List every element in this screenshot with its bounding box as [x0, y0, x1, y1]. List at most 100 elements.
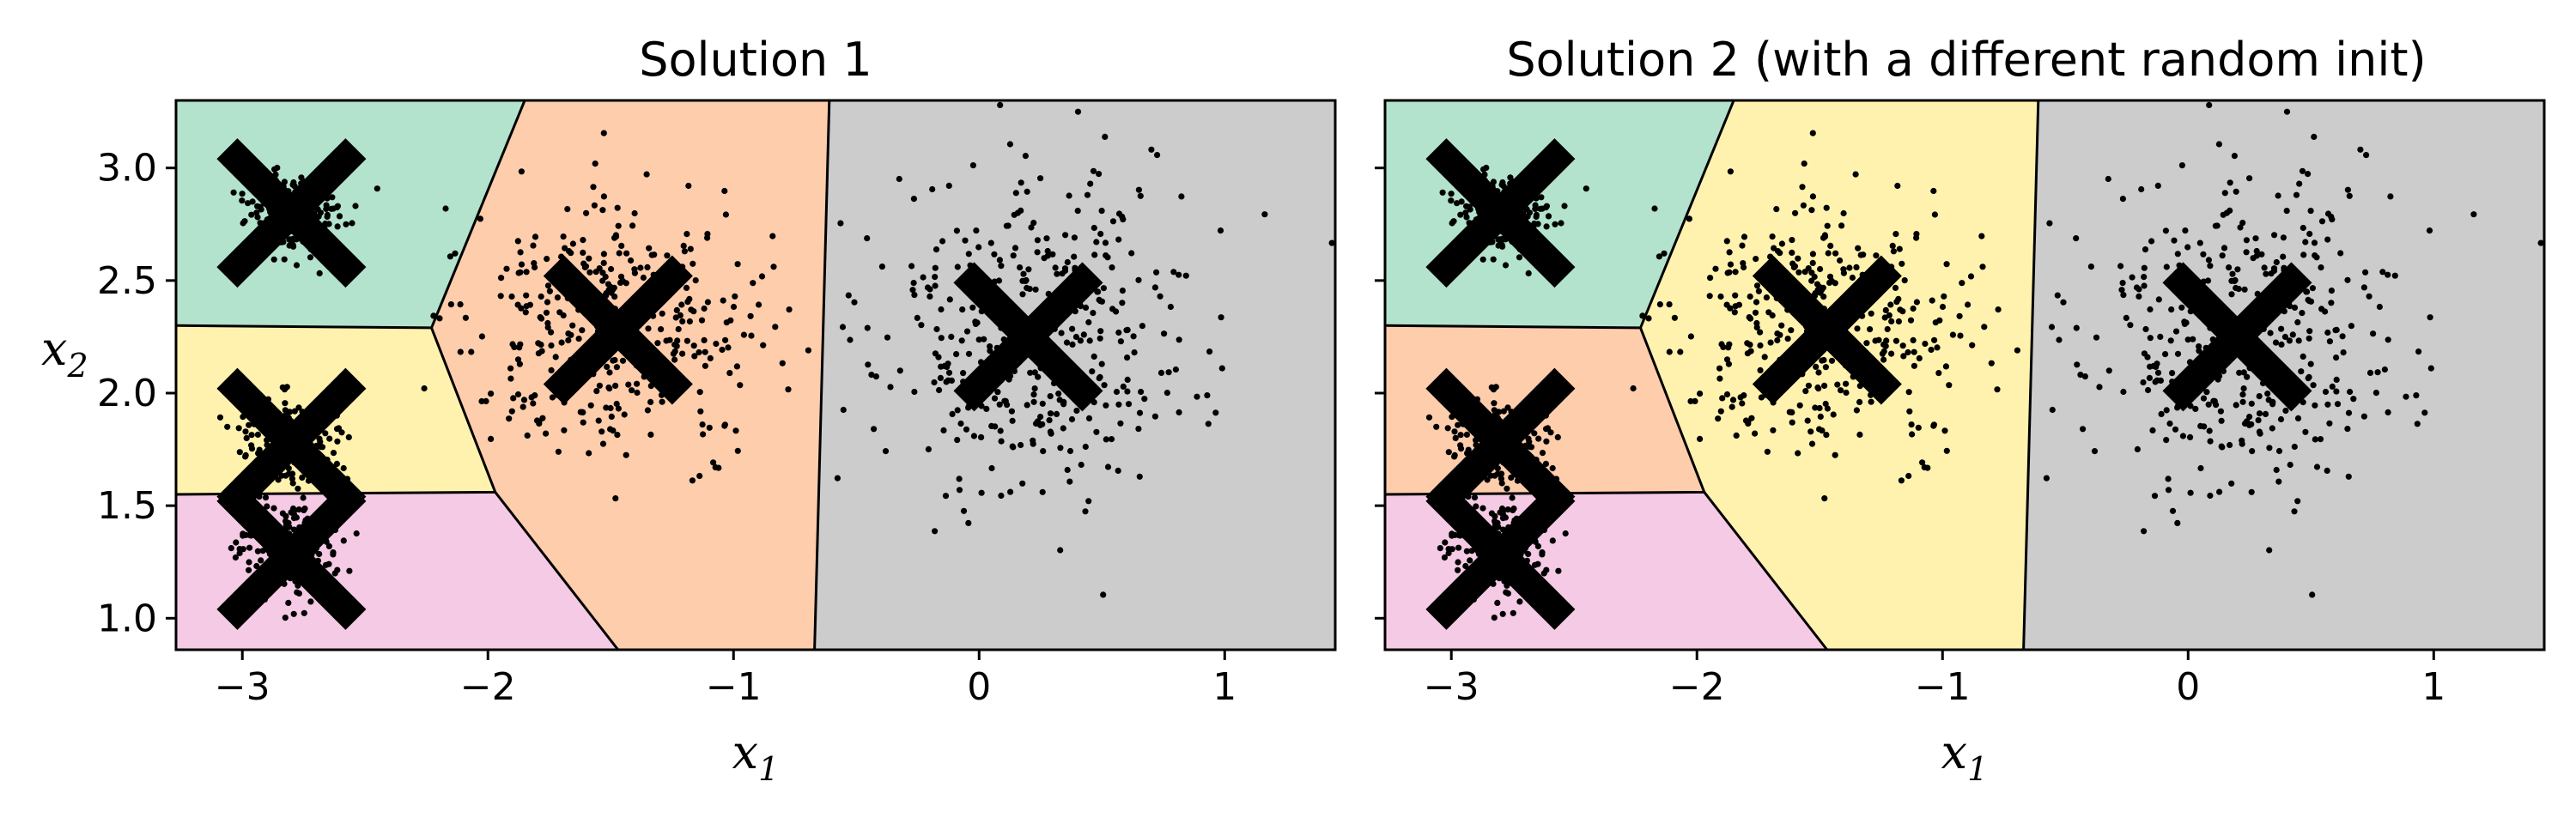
- data-point: [2218, 443, 2225, 450]
- data-point: [2309, 591, 2316, 598]
- data-point: [948, 333, 955, 340]
- data-point: [325, 221, 332, 227]
- data-point: [532, 392, 538, 399]
- data-point: [2178, 304, 2185, 311]
- data-point: [647, 398, 654, 405]
- data-point: [1837, 257, 1844, 264]
- data-point: [1499, 610, 1506, 617]
- data-point: [457, 348, 464, 355]
- data-point: [1717, 408, 1724, 415]
- data-point: [1981, 324, 1988, 330]
- data-point: [1725, 360, 1732, 367]
- data-point: [1119, 300, 1126, 306]
- data-point: [2269, 401, 2276, 408]
- data-point: [1805, 382, 1812, 389]
- data-point: [580, 237, 586, 244]
- data-point: [2300, 353, 2306, 360]
- data-point: [970, 433, 977, 439]
- data-point: [1753, 299, 1760, 306]
- data-point: [1028, 224, 1035, 231]
- data-point: [1509, 494, 1516, 501]
- data-point: [2229, 270, 2236, 277]
- data-point: [1832, 451, 1838, 458]
- data-point: [300, 494, 307, 501]
- data-point: [969, 162, 976, 169]
- chart-panel-solution-2: Solution 2 (with a different random init…: [1375, 33, 2546, 788]
- data-point: [933, 325, 940, 333]
- data-point: [2326, 420, 2333, 427]
- data-point: [1941, 427, 1948, 434]
- data-point: [1068, 415, 1076, 423]
- data-point: [931, 379, 938, 386]
- data-point: [286, 242, 293, 249]
- data-point: [2329, 383, 2336, 390]
- data-point: [1157, 293, 1163, 300]
- decision-boundary: [813, 100, 831, 650]
- data-point: [1773, 206, 1780, 213]
- cluster-region: [431, 100, 829, 650]
- data-point: [2280, 234, 2287, 241]
- centroid-markers: [216, 138, 1103, 630]
- data-point: [2234, 266, 2241, 273]
- data-point: [2077, 372, 2084, 379]
- data-point: [1500, 408, 1507, 415]
- data-point: [2228, 291, 2235, 298]
- data-point: [2141, 350, 2148, 357]
- data-point: [686, 318, 694, 325]
- data-point: [1027, 369, 1034, 376]
- data-point: [1002, 397, 1009, 404]
- data-point: [1562, 530, 1569, 537]
- data-point: [1815, 369, 1822, 376]
- data-point: [2196, 239, 2203, 246]
- data-point: [2258, 251, 2265, 258]
- data-point: [2271, 232, 2278, 239]
- data-point: [1789, 237, 1795, 244]
- data-point: [514, 356, 522, 363]
- data-point: [1077, 337, 1084, 344]
- data-point: [1906, 408, 1913, 415]
- data-point: [785, 386, 792, 393]
- data-point: [1727, 168, 1734, 175]
- data-point: [1008, 408, 1015, 415]
- data-point: [959, 306, 966, 313]
- cluster-region: [1385, 100, 1735, 328]
- data-point: [1057, 547, 1064, 554]
- data-point: [1085, 415, 1093, 421]
- data-point: [1791, 263, 1799, 270]
- data-point: [1525, 270, 1532, 276]
- data-point: [1538, 194, 1545, 201]
- x-axis-label-subscript: 1: [1967, 750, 1988, 788]
- data-point: [1880, 348, 1887, 354]
- data-point: [1137, 192, 1144, 199]
- data-point: [2197, 422, 2204, 429]
- data-point: [591, 202, 598, 209]
- data-point: [1101, 382, 1108, 389]
- data-point: [2237, 224, 2244, 231]
- data-point: [2172, 426, 2179, 433]
- data-point: [1757, 342, 1764, 349]
- data-point: [548, 367, 555, 373]
- data-point: [690, 260, 696, 267]
- data-point: [592, 269, 599, 276]
- data-point: [2179, 433, 2186, 439]
- data-point: [629, 222, 636, 229]
- data-point: [918, 322, 925, 329]
- data-point: [1154, 152, 1161, 159]
- data-point: [518, 261, 526, 268]
- data-point: [1047, 428, 1054, 435]
- data-point: [2256, 393, 2263, 400]
- data-point: [1030, 220, 1037, 227]
- data-point: [560, 312, 567, 319]
- data-point: [2223, 209, 2230, 216]
- data-point: [1816, 404, 1823, 412]
- data-point: [2154, 369, 2162, 376]
- data-point: [1047, 393, 1054, 400]
- data-point: [671, 356, 678, 363]
- data-point: [697, 408, 704, 415]
- data-point: [1533, 213, 1540, 221]
- data-point: [1855, 245, 1862, 251]
- data-point: [911, 388, 918, 396]
- data-point: [2340, 349, 2347, 356]
- data-point: [1726, 269, 1733, 276]
- data-point: [1024, 188, 1030, 195]
